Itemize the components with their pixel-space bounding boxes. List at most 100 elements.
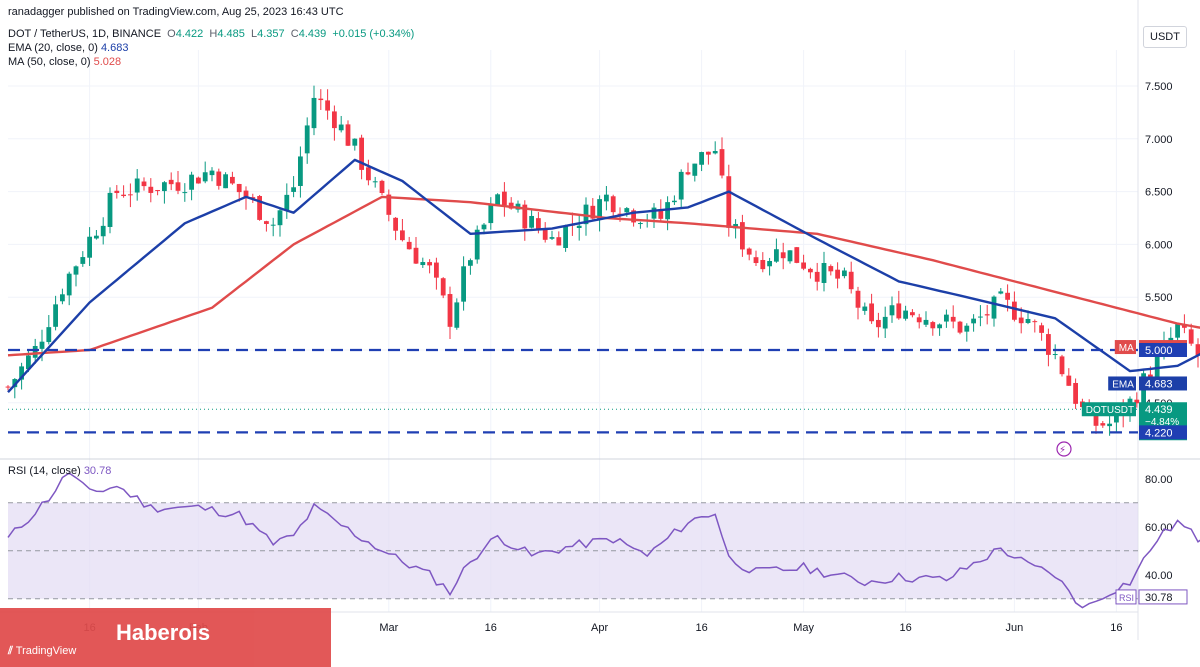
candle: [168, 172, 174, 191]
candle-body: [277, 210, 283, 226]
candle-body: [923, 319, 929, 325]
candle-body: [930, 322, 936, 329]
candle-body: [794, 247, 800, 263]
rsi-axis-tick: 60.00: [1145, 522, 1173, 534]
candle-body: [32, 346, 38, 358]
candle: [774, 238, 779, 263]
ma-price-label-tag-bg: [1114, 340, 1136, 355]
low-label: L: [250, 28, 258, 40]
candle-body: [128, 194, 133, 196]
candle: [556, 231, 562, 246]
candle: [284, 183, 290, 219]
candle-body: [1032, 321, 1038, 323]
candle-body: [1100, 423, 1106, 426]
candle-body: [869, 303, 874, 322]
candle: [998, 288, 1004, 295]
candle: [5, 385, 11, 391]
candle-body: [304, 125, 310, 154]
ema-legend-label: EMA (20, close, 0): [8, 42, 98, 54]
candle-body: [100, 225, 106, 237]
candle: [685, 162, 691, 176]
rsi-axis-tick: 40.00: [1145, 570, 1173, 582]
rsi-legend[interactable]: RSI (14, close) 30.78: [8, 465, 111, 477]
candle-body: [964, 325, 970, 332]
candle: [73, 265, 79, 287]
candle-body: [434, 262, 439, 278]
candle: [53, 295, 58, 331]
candle-body: [774, 249, 779, 262]
ema-legend[interactable]: EMA (20, close, 0) 4.683: [8, 42, 128, 54]
candle: [576, 215, 582, 241]
candle-body: [257, 196, 262, 220]
candle-body: [604, 194, 609, 202]
candle: [1032, 319, 1038, 333]
candle: [971, 314, 976, 332]
candle: [597, 195, 602, 232]
candle-body: [202, 172, 208, 182]
candle-body: [522, 204, 528, 229]
candle-body: [848, 271, 854, 290]
candle-body: [950, 316, 956, 322]
candle: [406, 236, 412, 250]
level-5000-label-value: 5.000: [1145, 345, 1173, 357]
candle-body: [168, 179, 174, 185]
time-axis-tick: 16: [1110, 622, 1122, 634]
candle: [814, 262, 820, 291]
candle: [651, 203, 657, 229]
candle: [753, 250, 759, 267]
candle: [869, 293, 874, 324]
candle-body: [196, 177, 201, 184]
candle-body: [808, 268, 813, 273]
candle-body: [549, 237, 555, 239]
dotusdt-tag: DOTUSDT: [1086, 405, 1134, 416]
candle-body: [291, 187, 296, 192]
candle: [542, 222, 548, 243]
candle-body: [447, 294, 453, 327]
candle-body: [298, 156, 303, 187]
price-axis-tick: 6.000: [1145, 239, 1173, 251]
candle: [291, 176, 296, 198]
candle-body: [651, 207, 657, 219]
candle: [60, 288, 65, 305]
time-axis-tick: 16: [695, 622, 707, 634]
candle: [359, 134, 364, 180]
candle: [719, 137, 725, 179]
candle-body: [556, 237, 562, 246]
candle-body: [957, 321, 963, 333]
candle-body: [148, 186, 154, 193]
candle-body: [26, 355, 31, 370]
candle-body: [719, 149, 725, 176]
candle-body: [5, 386, 11, 388]
candle: [400, 218, 405, 242]
candle-body: [1107, 423, 1112, 427]
candle-body: [706, 151, 711, 155]
candle-body: [1093, 415, 1099, 426]
candle: [706, 151, 711, 165]
candle: [882, 306, 888, 338]
candle-body: [903, 310, 908, 319]
candle-body: [318, 98, 324, 101]
candle: [828, 264, 834, 276]
candle-body: [46, 327, 52, 343]
candle-body: [910, 312, 915, 316]
candle-body: [332, 111, 337, 129]
candle: [468, 258, 473, 275]
candle-body: [454, 302, 460, 328]
candle-body: [529, 215, 534, 228]
candle-body: [121, 194, 126, 197]
candle-body: [39, 341, 45, 349]
candle: [1107, 413, 1112, 436]
candle-body: [1182, 324, 1187, 328]
rsi-line: [7, 472, 1200, 609]
candle: [733, 219, 738, 239]
candle-body: [876, 319, 881, 328]
rsi-band-fill: [8, 502, 1138, 599]
candle: [1046, 328, 1051, 367]
candle: [760, 252, 766, 273]
watermark-banner: Haberois: [0, 608, 331, 667]
level-4220-label-value-bg: [1139, 425, 1187, 440]
ma-legend[interactable]: MA (50, close, 0) 5.028: [8, 56, 121, 68]
candle-body: [311, 97, 317, 129]
currency-button[interactable]: USDT: [1143, 26, 1187, 48]
close-label: C: [290, 28, 299, 40]
